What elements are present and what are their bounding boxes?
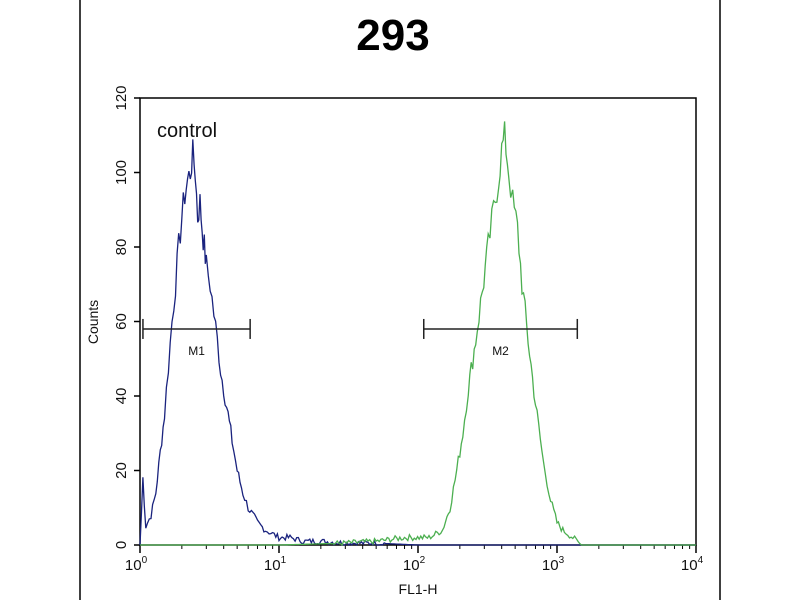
y-axis-label: Counts bbox=[85, 300, 101, 344]
x-axis: 100 101 102 103 104 bbox=[125, 545, 704, 574]
chart-title: 293 bbox=[356, 11, 429, 60]
y-axis: 0 20 40 60 80 100 120 bbox=[113, 85, 140, 549]
y-tick-label: 100 bbox=[113, 160, 130, 185]
control-annotation: control bbox=[157, 120, 217, 142]
y-tick-label: 80 bbox=[113, 239, 130, 256]
x-tick-label: 100 bbox=[125, 555, 148, 574]
plot-area bbox=[139, 97, 697, 546]
histogram-series-1 bbox=[139, 139, 696, 547]
y-tick-label: 120 bbox=[113, 85, 130, 110]
x-tick-label: 103 bbox=[542, 555, 565, 574]
x-tick-label: 101 bbox=[264, 555, 287, 574]
x-tick-label: 102 bbox=[403, 555, 426, 574]
marker-layer: M1 M2 bbox=[142, 318, 579, 358]
gate-marker-label: M1 bbox=[188, 344, 205, 358]
y-tick-label: 0 bbox=[113, 541, 130, 549]
y-tick-label: 60 bbox=[113, 313, 130, 330]
y-tick-label: 20 bbox=[113, 462, 130, 479]
y-tick-label: 40 bbox=[113, 388, 130, 405]
histogram-series-2 bbox=[140, 121, 696, 547]
series-layer bbox=[139, 121, 696, 547]
x-tick-label: 104 bbox=[681, 555, 704, 574]
gate-marker-label: M2 bbox=[492, 344, 509, 358]
x-axis-label: FL1-H bbox=[399, 581, 438, 597]
